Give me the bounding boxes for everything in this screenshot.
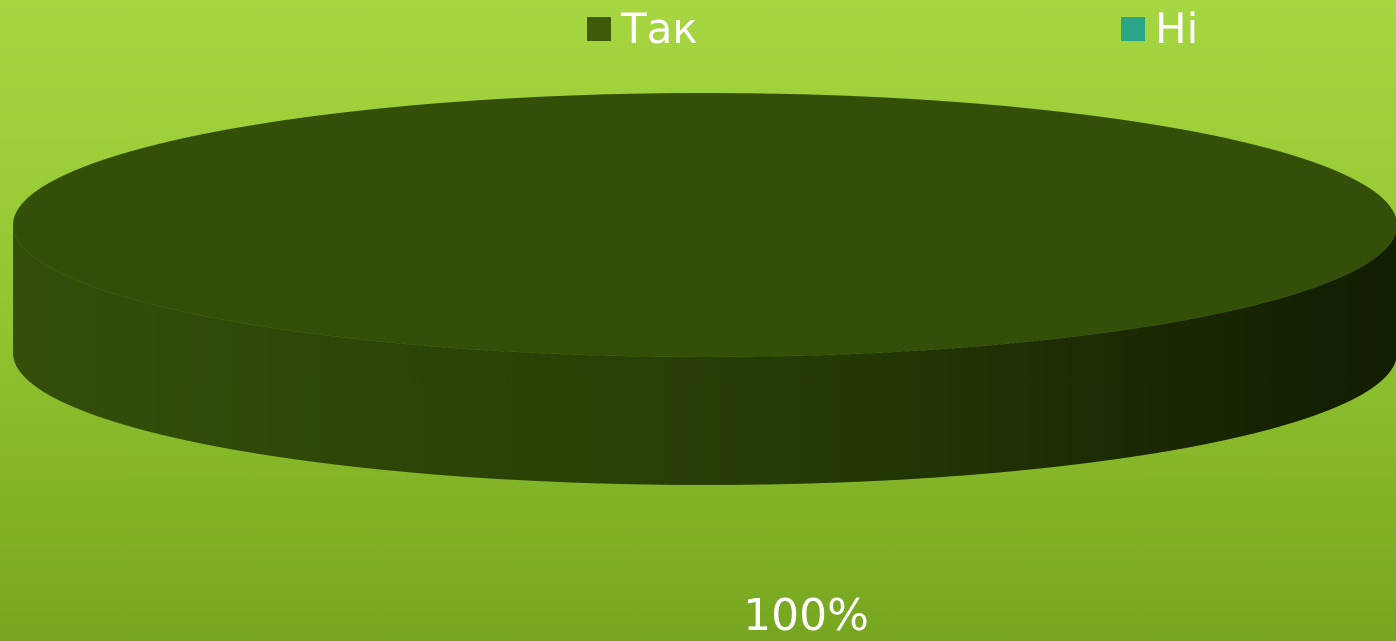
pie-slices (13, 93, 1396, 485)
legend-swatch-tak (587, 17, 611, 41)
pie-slice-tak (13, 93, 1396, 357)
legend-label-tak: Так (621, 4, 698, 53)
legend-item-tak: Так (587, 6, 698, 52)
chart-legend: Так Ні (0, 6, 1396, 52)
data-label-tak: 100% (743, 590, 869, 641)
legend-label-ni: Ні (1155, 4, 1199, 53)
legend-swatch-ni (1121, 17, 1145, 41)
legend-item-ni: Ні (1121, 6, 1198, 52)
pie-side-wall (13, 225, 1396, 485)
